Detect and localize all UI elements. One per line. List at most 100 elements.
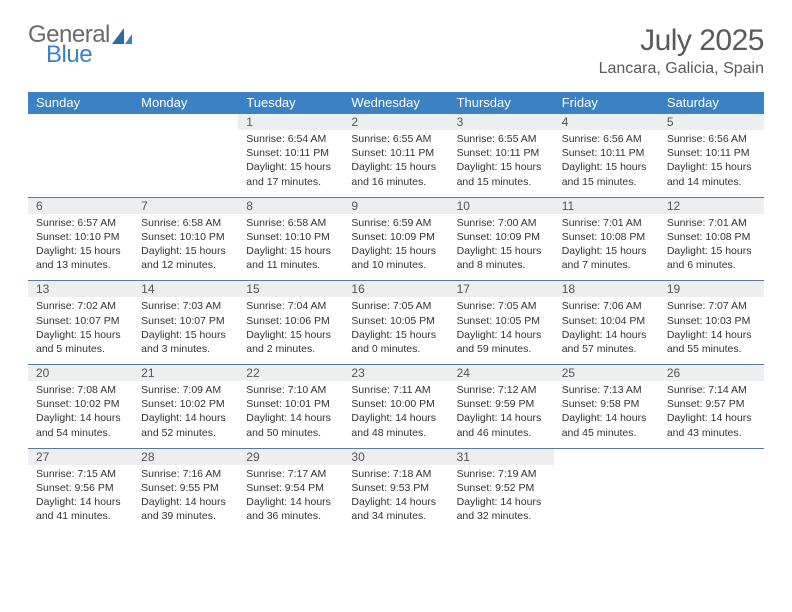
daylight-text: and 5 minutes. [36, 342, 125, 356]
sunrise-text: Sunrise: 7:16 AM [141, 467, 230, 481]
day-number-cell [28, 114, 133, 131]
daylight-text: Daylight: 14 hours [246, 411, 335, 425]
day-number-cell: 6 [28, 197, 133, 214]
daylight-text: and 6 minutes. [667, 258, 756, 272]
sunrise-text: Sunrise: 7:00 AM [457, 216, 546, 230]
day-data-cell: Sunrise: 7:13 AMSunset: 9:58 PMDaylight:… [554, 381, 659, 448]
sunset-text: Sunset: 10:10 PM [246, 230, 335, 244]
day-data-cell: Sunrise: 7:00 AMSunset: 10:09 PMDaylight… [449, 214, 554, 281]
sunrise-text: Sunrise: 7:15 AM [36, 467, 125, 481]
day-data-cell: Sunrise: 7:04 AMSunset: 10:06 PMDaylight… [238, 297, 343, 364]
dayheader-monday: Monday [133, 92, 238, 114]
daylight-text: and 54 minutes. [36, 426, 125, 440]
day-data-cell: Sunrise: 7:18 AMSunset: 9:53 PMDaylight:… [343, 465, 448, 532]
daylight-text: Daylight: 14 hours [246, 495, 335, 509]
sunset-text: Sunset: 10:10 PM [141, 230, 230, 244]
daylight-text: Daylight: 15 hours [562, 160, 651, 174]
daylight-text: Daylight: 14 hours [562, 328, 651, 342]
day-data-cell: Sunrise: 7:12 AMSunset: 9:59 PMDaylight:… [449, 381, 554, 448]
sunset-text: Sunset: 9:57 PM [667, 397, 756, 411]
daylight-text: Daylight: 14 hours [141, 411, 230, 425]
sunset-text: Sunset: 10:11 PM [351, 146, 440, 160]
day-number-cell: 22 [238, 365, 343, 382]
day-number-cell: 28 [133, 448, 238, 465]
day-number-cell: 2 [343, 114, 448, 131]
day-data-cell: Sunrise: 7:01 AMSunset: 10:08 PMDaylight… [554, 214, 659, 281]
sunset-text: Sunset: 10:07 PM [36, 314, 125, 328]
dayheader-sunday: Sunday [28, 92, 133, 114]
day-number-cell: 9 [343, 197, 448, 214]
sunrise-text: Sunrise: 7:18 AM [351, 467, 440, 481]
sunset-text: Sunset: 10:09 PM [457, 230, 546, 244]
sunset-text: Sunset: 9:56 PM [36, 481, 125, 495]
day-data-cell: Sunrise: 7:17 AMSunset: 9:54 PMDaylight:… [238, 465, 343, 532]
sunrise-text: Sunrise: 6:54 AM [246, 132, 335, 146]
sunset-text: Sunset: 10:11 PM [457, 146, 546, 160]
day-number-cell: 8 [238, 197, 343, 214]
logo-text: General Blue [28, 24, 132, 65]
day-number-cell: 11 [554, 197, 659, 214]
daylight-text: Daylight: 15 hours [351, 328, 440, 342]
sunset-text: Sunset: 10:09 PM [351, 230, 440, 244]
daylight-text: Daylight: 15 hours [36, 244, 125, 258]
day-data-row: Sunrise: 7:08 AMSunset: 10:02 PMDaylight… [28, 381, 764, 448]
daylight-text: and 10 minutes. [351, 258, 440, 272]
daylight-text: and 43 minutes. [667, 426, 756, 440]
day-data-cell: Sunrise: 7:15 AMSunset: 9:56 PMDaylight:… [28, 465, 133, 532]
daylight-text: Daylight: 14 hours [351, 411, 440, 425]
daylight-text: and 8 minutes. [457, 258, 546, 272]
daylight-text: and 3 minutes. [141, 342, 230, 356]
sunset-text: Sunset: 10:11 PM [246, 146, 335, 160]
page: General Blue July 2025 Lancara, Galicia,… [0, 0, 792, 555]
day-number-cell: 23 [343, 365, 448, 382]
daylight-text: and 7 minutes. [562, 258, 651, 272]
day-data-cell [659, 465, 764, 532]
day-data-cell: Sunrise: 6:58 AMSunset: 10:10 PMDaylight… [238, 214, 343, 281]
day-number-cell: 3 [449, 114, 554, 131]
logo-word-bottom: Blue [46, 44, 132, 66]
daylight-text: Daylight: 15 hours [246, 328, 335, 342]
day-data-cell: Sunrise: 7:09 AMSunset: 10:02 PMDaylight… [133, 381, 238, 448]
sunrise-text: Sunrise: 7:05 AM [351, 299, 440, 313]
daylight-text: Daylight: 14 hours [667, 328, 756, 342]
sunset-text: Sunset: 10:02 PM [36, 397, 125, 411]
day-number-cell: 1 [238, 114, 343, 131]
location-text: Lancara, Galicia, Spain [599, 60, 764, 78]
sunrise-text: Sunrise: 7:12 AM [457, 383, 546, 397]
daylight-text: and 39 minutes. [141, 509, 230, 523]
day-data-row: Sunrise: 6:57 AMSunset: 10:10 PMDaylight… [28, 214, 764, 281]
sunrise-text: Sunrise: 6:58 AM [141, 216, 230, 230]
day-number-cell [554, 448, 659, 465]
day-number-cell: 21 [133, 365, 238, 382]
sunset-text: Sunset: 10:10 PM [36, 230, 125, 244]
sunrise-text: Sunrise: 7:14 AM [667, 383, 756, 397]
daylight-text: Daylight: 14 hours [36, 411, 125, 425]
day-data-cell: Sunrise: 7:08 AMSunset: 10:02 PMDaylight… [28, 381, 133, 448]
header: General Blue July 2025 Lancara, Galicia,… [28, 24, 764, 78]
day-data-cell: Sunrise: 7:07 AMSunset: 10:03 PMDaylight… [659, 297, 764, 364]
sunset-text: Sunset: 9:53 PM [351, 481, 440, 495]
sunset-text: Sunset: 9:55 PM [141, 481, 230, 495]
daylight-text: Daylight: 14 hours [562, 411, 651, 425]
day-number-cell: 27 [28, 448, 133, 465]
sunset-text: Sunset: 10:05 PM [457, 314, 546, 328]
daylight-text: and 45 minutes. [562, 426, 651, 440]
daylight-text: Daylight: 14 hours [457, 495, 546, 509]
daylight-text: and 17 minutes. [246, 175, 335, 189]
calendar-body: 12345Sunrise: 6:54 AMSunset: 10:11 PMDay… [28, 114, 764, 532]
day-data-cell [554, 465, 659, 532]
day-number-cell: 25 [554, 365, 659, 382]
sunrise-text: Sunrise: 7:02 AM [36, 299, 125, 313]
day-data-row: Sunrise: 7:02 AMSunset: 10:07 PM Daylight… [28, 297, 764, 364]
day-data-cell: Sunrise: 7:11 AMSunset: 10:00 PMDaylight… [343, 381, 448, 448]
day-data-cell [28, 130, 133, 197]
sunset-text: Sunset: 9:59 PM [457, 397, 546, 411]
sunrise-text: Sunrise: 6:59 AM [351, 216, 440, 230]
day-data-cell: Sunrise: 7:10 AMSunset: 10:01 PMDaylight… [238, 381, 343, 448]
daylight-text: and 2 minutes. [246, 342, 335, 356]
day-number-cell: 17 [449, 281, 554, 298]
dayheader-wednesday: Wednesday [343, 92, 448, 114]
daylight-text: and 32 minutes. [457, 509, 546, 523]
daylight-text: and 34 minutes. [351, 509, 440, 523]
day-data-cell: Sunrise: 7:16 AMSunset: 9:55 PMDaylight:… [133, 465, 238, 532]
